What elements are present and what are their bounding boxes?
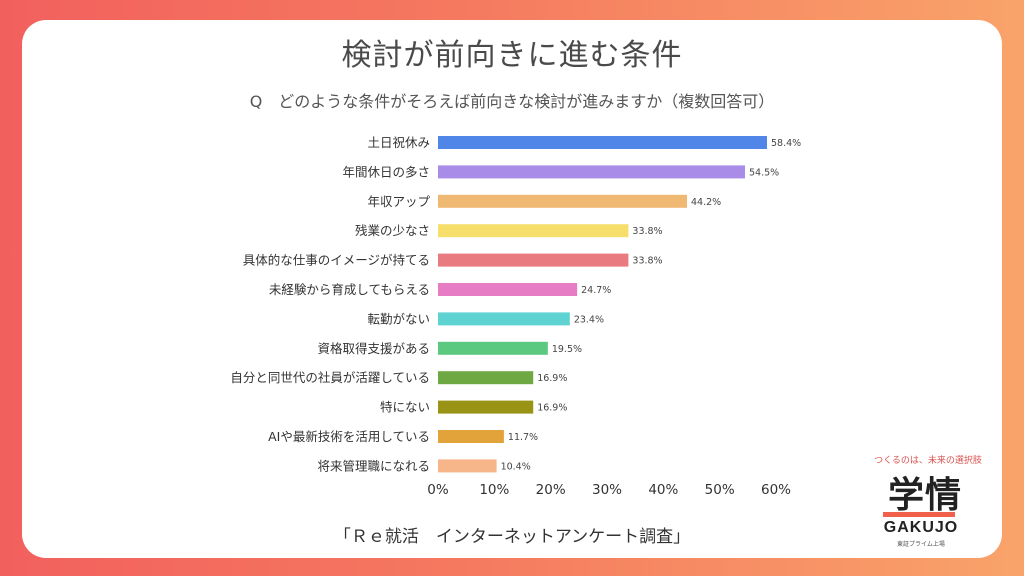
x-tick-label: 40%	[648, 482, 678, 498]
bar	[438, 400, 534, 414]
x-tick-label: 0%	[427, 482, 449, 498]
category-label: 土日祝休み	[367, 135, 430, 150]
category-label: 資格取得支援がある	[317, 341, 430, 356]
survey-source: 「Ｒｅ就活 インターネットアンケート調査」	[333, 527, 691, 547]
bar	[438, 371, 534, 385]
value-label: 44.2%	[691, 197, 721, 208]
value-label: 16.9%	[537, 403, 567, 414]
chart-title: 検討が前向きに進む条件	[341, 38, 683, 73]
category-label: 未経験から育成してもらえる	[269, 282, 430, 297]
value-label: 33.8%	[632, 226, 662, 237]
x-tick-label: 10%	[479, 482, 509, 498]
value-label: 33.8%	[632, 256, 662, 267]
category-label: 将来管理職になれる	[317, 458, 430, 473]
bar	[438, 194, 687, 208]
bar	[438, 341, 548, 355]
bar	[438, 224, 629, 238]
x-tick-label: 60%	[761, 482, 791, 498]
bar	[438, 136, 767, 149]
value-label: 19.5%	[552, 344, 582, 355]
bar	[438, 430, 504, 443]
category-label: AIや最新技術を活用している	[268, 429, 430, 444]
bar	[438, 283, 578, 296]
category-label: 転勤がない	[367, 311, 430, 326]
logo-tagline: つくるのは、未来の選択肢	[874, 456, 982, 466]
bar	[438, 165, 746, 179]
chart-subtitle: Q どのような条件がそろえば前向きな検討が進みますか（複数回答可）	[249, 92, 775, 111]
value-label: 58.4%	[771, 138, 801, 149]
category-label: 残業の少なさ	[355, 223, 430, 238]
logo-mark: 学情	[887, 475, 962, 516]
category-label: 年収アップ	[367, 194, 430, 209]
value-label: 16.9%	[537, 373, 567, 384]
bar	[438, 312, 570, 326]
logo-name: GAKUJO	[883, 519, 959, 536]
x-tick-label: 20%	[536, 482, 566, 498]
bar	[438, 459, 497, 473]
bar	[438, 253, 629, 267]
value-label: 10.4%	[501, 461, 531, 472]
category-label: 具体的な仕事のイメージが持てる	[243, 253, 430, 268]
value-label: 24.7%	[581, 285, 611, 296]
value-label: 23.4%	[574, 314, 604, 325]
category-label: 特にない	[380, 400, 430, 415]
value-label: 11.7%	[508, 432, 538, 443]
value-label: 54.5%	[749, 167, 779, 178]
category-label: 自分と同世代の社員が活躍している	[230, 370, 430, 385]
logo-bar	[883, 512, 955, 517]
x-tick-label: 50%	[705, 482, 735, 498]
logo-listing: 東証プライム上場	[897, 541, 945, 548]
category-label: 年間休日の多さ	[342, 164, 430, 179]
x-tick-label: 30%	[592, 482, 622, 498]
